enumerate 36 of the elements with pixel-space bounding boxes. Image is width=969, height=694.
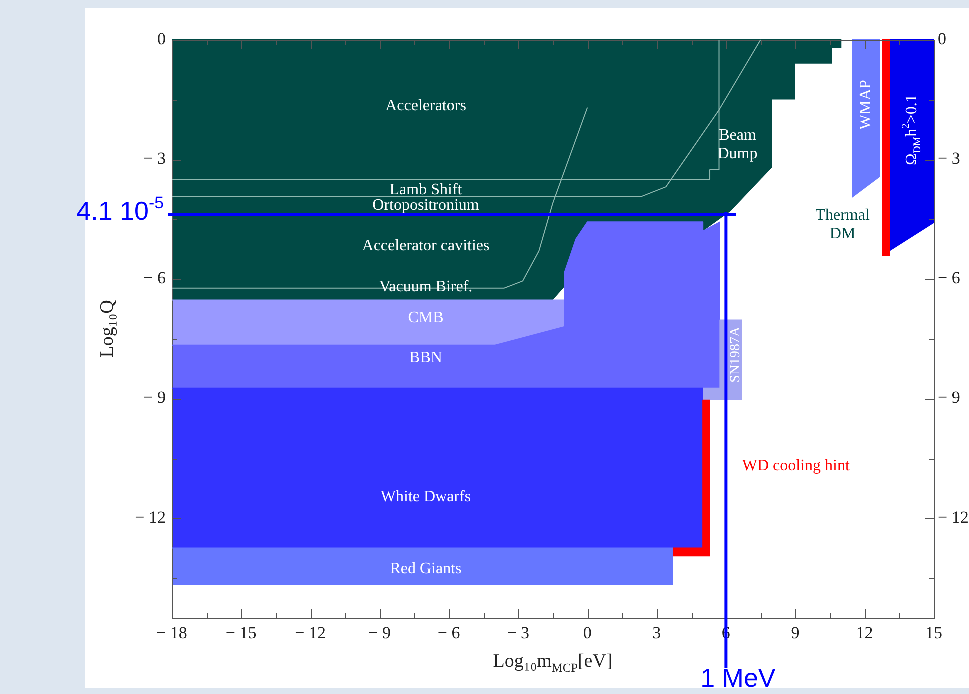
y-tick-label: 0: [158, 29, 166, 48]
x-tick-label: − 18: [156, 624, 188, 643]
x-tick-label: 9: [791, 624, 800, 643]
annotation: Thermal DM: [816, 206, 870, 242]
annotation: Accelerator cavities: [362, 237, 490, 254]
annotation: WD cooling hint: [742, 458, 850, 475]
y2-tick-label: 0: [938, 29, 946, 48]
x-tick-label: − 6: [438, 624, 460, 643]
annotation: WMAP: [857, 80, 874, 130]
annotation: White Dwarfs: [380, 488, 472, 506]
annotation: ΩDMh2>0.1: [901, 94, 924, 166]
y2-tick-label: − 9: [938, 388, 960, 408]
y2-tick-label: − 6: [938, 268, 960, 288]
x-tick-label: − 9: [368, 624, 391, 643]
annotation: Accelerators: [386, 97, 466, 114]
y-tick-label: − 12: [135, 508, 166, 527]
y2-tick-label: − 12: [938, 508, 969, 527]
x-tick-label: 3: [652, 624, 662, 643]
x-tick-label: 0: [583, 624, 592, 643]
y-tick-label: − 6: [144, 268, 166, 288]
x-tick-label: − 12: [295, 624, 326, 643]
annotation: CMB: [408, 309, 444, 326]
y-tick-label: − 9: [144, 388, 166, 408]
annotation: Red Giants: [390, 560, 462, 578]
annotation: BBN: [410, 349, 443, 366]
x-tick-label: 12: [856, 624, 874, 643]
x-tick-label: − 3: [507, 624, 530, 643]
annotation: Ortopositronium: [372, 197, 480, 214]
y2-tick-label: − 3: [938, 149, 960, 168]
text: 1 MeV: [700, 663, 776, 694]
y-axis-title: Log₁₀Q: [96, 300, 118, 358]
annotation: SN1987A: [728, 326, 744, 383]
x-tick-label: 15: [926, 624, 942, 643]
x-tick-label: − 15: [226, 624, 257, 643]
y-tick-label: − 3: [144, 149, 166, 168]
annotation: Lamb Shift: [390, 181, 463, 198]
